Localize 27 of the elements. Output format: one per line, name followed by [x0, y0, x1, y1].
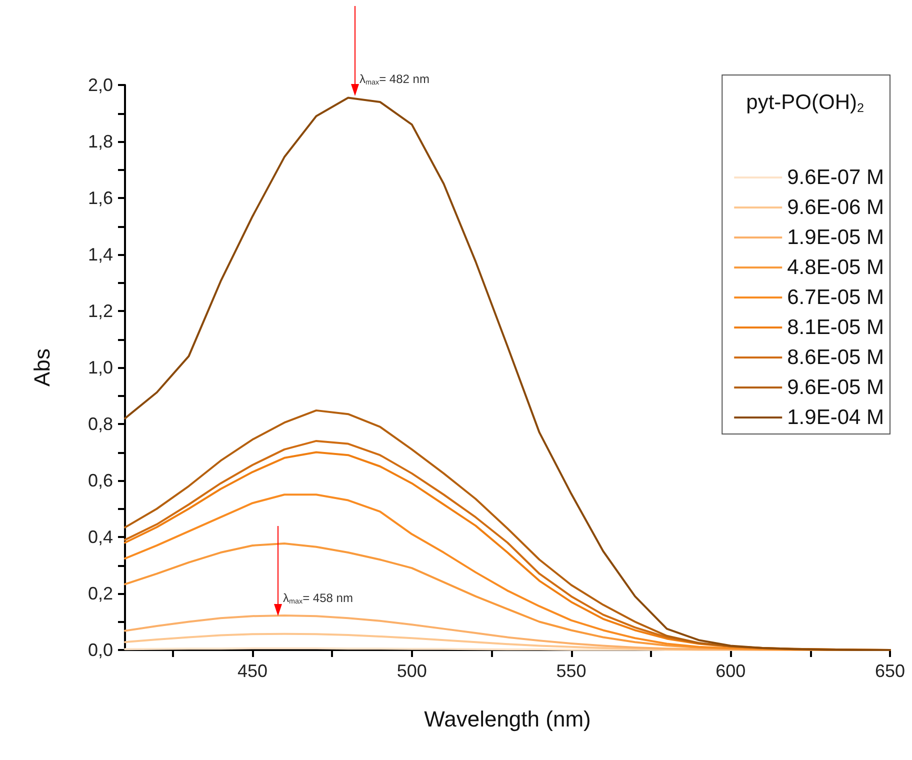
y-tick-label: 0,6	[88, 470, 113, 490]
y-tick-label: 1,0	[88, 358, 113, 378]
legend-label: 1.9E-04 M	[787, 406, 884, 429]
legend-label: 4.8E-05 M	[787, 256, 884, 279]
x-tick-label: 550	[556, 661, 586, 681]
x-tick-label: 600	[716, 661, 746, 681]
legend-label: 8.6E-05 M	[787, 346, 884, 369]
x-tick-label: 500	[396, 661, 427, 681]
y-tick-label: 0,0	[88, 640, 113, 660]
x-tick-label: 450	[237, 661, 268, 681]
legend-label: 8.1E-05 M	[787, 316, 884, 339]
legend-label: 1.9E-05 M	[787, 226, 884, 249]
y-tick-label: 2,0	[88, 75, 113, 95]
x-axis-title: Wavelength (nm)	[424, 706, 591, 732]
y-tick-label: 0,8	[88, 414, 113, 434]
x-tick-label: 650	[874, 661, 906, 681]
y-tick-label: 1,8	[88, 132, 113, 152]
y-tick-label: 1,4	[88, 244, 113, 264]
legend-label: 9.6E-06 M	[787, 196, 884, 219]
y-tick-label: 0,4	[88, 527, 113, 547]
legend-label: 6.7E-05 M	[787, 286, 884, 309]
y-axis-title: Abs	[30, 348, 54, 386]
legend-label: 9.6E-07 M	[787, 166, 884, 189]
legend-label: 9.6E-05 M	[787, 376, 884, 399]
y-tick-label: 1,6	[88, 188, 113, 208]
y-tick-label: 0,2	[88, 584, 113, 604]
y-tick-label: 1,2	[88, 301, 113, 321]
